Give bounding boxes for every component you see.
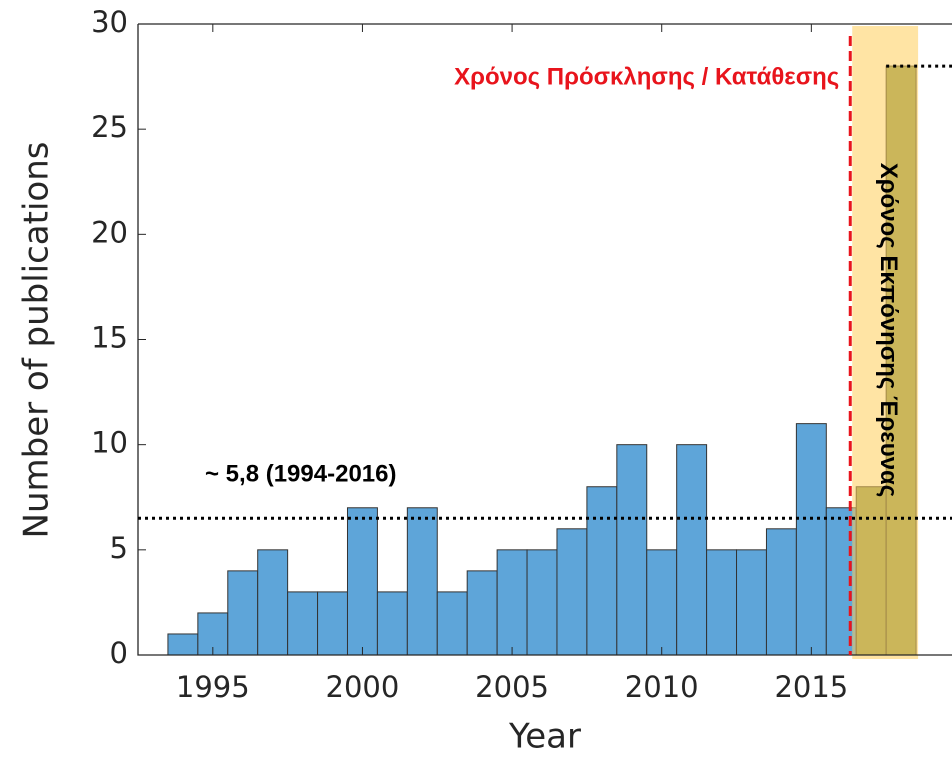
x-tick-label: 2010: [625, 670, 699, 704]
bar: [436, 591, 468, 656]
bar: [287, 591, 319, 656]
x-tick-label: 2005: [475, 670, 549, 704]
bar: [765, 528, 797, 656]
bar: [795, 423, 827, 656]
y-tick-label: 5: [110, 531, 128, 565]
bar: [616, 444, 648, 656]
bar: [227, 570, 259, 656]
research-label: Χρόνος Εκπόνησης Έρευνας: [875, 163, 902, 498]
bar: [646, 549, 678, 656]
bar: [376, 591, 408, 656]
y-axis-label: Number of publications: [17, 142, 57, 539]
y-tick-label: 15: [91, 321, 128, 355]
highlight-band: [852, 26, 919, 659]
y-tick-label: 0: [110, 636, 128, 670]
bar: [167, 633, 199, 656]
bar: [346, 507, 378, 656]
bar: [466, 570, 498, 656]
y-tick-label: 25: [91, 110, 128, 144]
bar: [526, 549, 558, 656]
x-axis-label: Year: [508, 717, 581, 757]
x-tick-label: 1995: [176, 670, 250, 704]
call-label: Χρόνος Πρόσκλησης / Κατάθεσης: [454, 63, 839, 90]
bar: [257, 549, 289, 656]
bar: [496, 549, 528, 656]
bar: [406, 507, 438, 656]
bar: [706, 549, 738, 656]
bar: [676, 444, 708, 656]
bar: [556, 528, 588, 656]
y-tick-label: 20: [91, 215, 128, 249]
bar: [317, 591, 348, 656]
y-tick-label: 30: [91, 5, 128, 39]
x-tick-label: 2000: [326, 670, 400, 704]
mean-label: ~ 5,8 (1994-2016): [205, 460, 396, 487]
x-tick-label: 2015: [774, 670, 848, 704]
bar: [586, 486, 618, 656]
y-tick-label: 10: [91, 426, 128, 460]
bar: [736, 549, 767, 656]
